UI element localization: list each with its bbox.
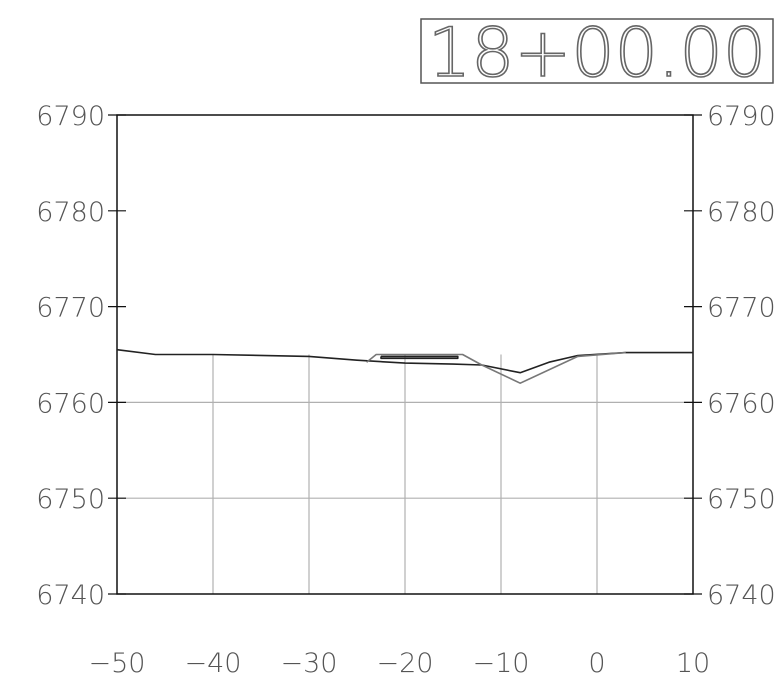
plot-frame [116, 114, 694, 595]
station-label: 18+00.00 [428, 14, 766, 93]
x-tick-label: −40 [185, 648, 242, 679]
series-line-1 [116, 348, 693, 374]
station-label-frame [420, 18, 774, 84]
y-tick-label-left: 6780 [36, 197, 105, 228]
series-line-3 [380, 355, 459, 360]
y-tick-label-right: 6780 [707, 197, 776, 228]
y-tick-label-right: 6740 [707, 580, 776, 611]
tick-layer [108, 114, 702, 595]
series-layer [116, 348, 693, 385]
x-tick-label: −30 [281, 648, 338, 679]
label-layer: 6740 6740 6750 6750 6760 6760 6770 6770 6780 6780… [36, 101, 775, 679]
y-tick-label-right: 6750 [707, 484, 776, 515]
x-tick-label: 0 [588, 648, 605, 679]
x-tick-label: −10 [473, 648, 530, 679]
y-tick-label-right: 6770 [707, 293, 776, 324]
station-label-box: 18+00.00 [420, 13, 774, 94]
x-tick-label: −50 [89, 648, 146, 679]
y-tick-label-right: 6760 [707, 388, 776, 419]
y-tick-label-right: 6790 [707, 101, 776, 132]
x-tick-label: −20 [377, 648, 434, 679]
y-tick-label-left: 6790 [36, 101, 105, 132]
series-line-2 [366, 351, 626, 385]
y-tick-label-left: 6760 [36, 388, 105, 419]
y-tick-label-left: 6740 [36, 580, 105, 611]
y-tick-label-left: 6770 [36, 293, 105, 324]
grid-layer [117, 354, 693, 594]
y-tick-label-left: 6750 [36, 484, 105, 515]
x-tick-label: 10 [676, 648, 710, 679]
